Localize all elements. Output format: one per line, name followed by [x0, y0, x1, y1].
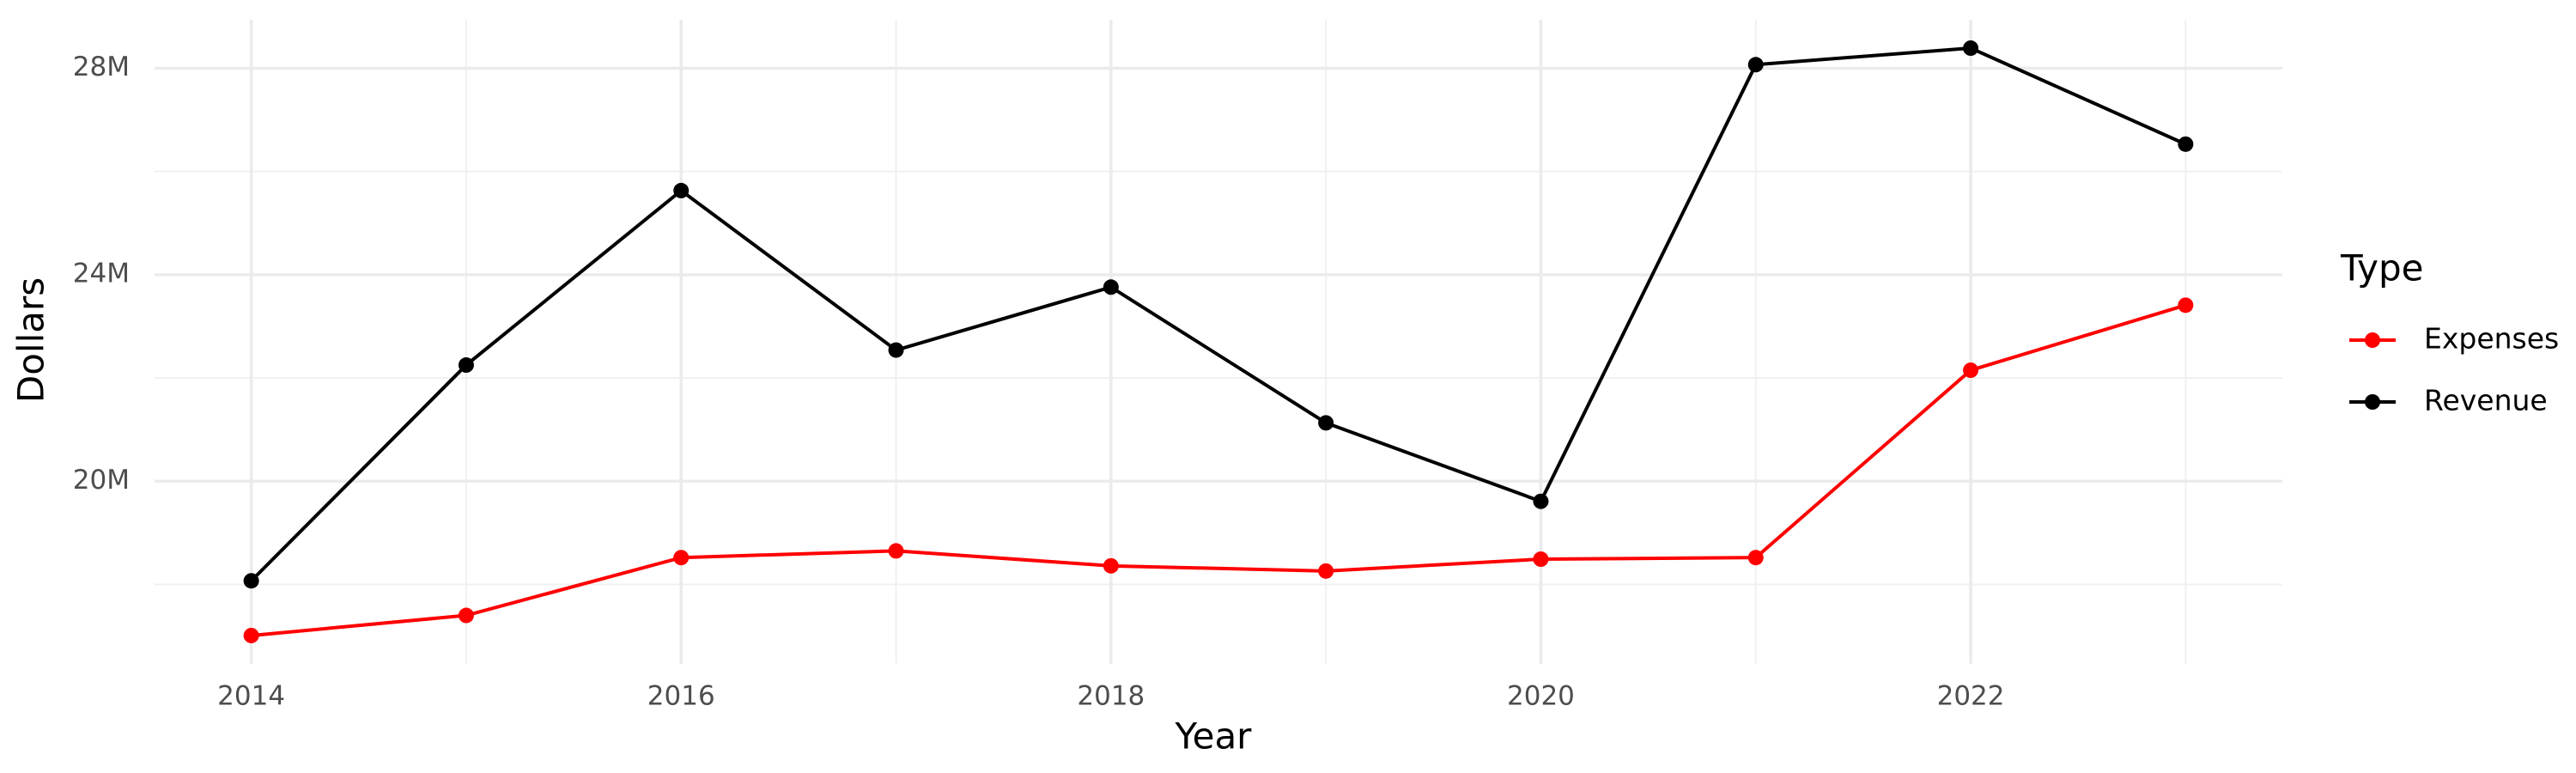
point [673, 550, 690, 566]
point [1963, 362, 1979, 379]
legend-marker [2365, 332, 2380, 348]
point [1318, 415, 1334, 431]
x-tick-label: 2020 [1507, 681, 1575, 712]
point [1747, 550, 1764, 566]
point [1533, 493, 1549, 509]
x-axis-title: Year [1175, 715, 1253, 758]
y-axis-title: Dollars [10, 277, 52, 403]
legend-marker [2365, 394, 2380, 410]
point [888, 342, 904, 358]
x-tick-label: 2016 [647, 681, 715, 712]
point [2178, 297, 2194, 313]
point [243, 573, 259, 589]
y-tick-label: 24M [73, 258, 130, 289]
point [1533, 551, 1549, 568]
point [1103, 279, 1119, 295]
x-tick-label: 2018 [1077, 681, 1145, 712]
point [888, 543, 904, 559]
point [1963, 40, 1979, 57]
legend-label: Revenue [2424, 384, 2548, 417]
series-line [251, 303, 2186, 637]
point [1103, 557, 1119, 574]
point [2178, 136, 2194, 152]
series-line [250, 46, 2187, 582]
x-tick-label: 2022 [1937, 681, 2005, 712]
x-tick-label: 2014 [217, 681, 285, 712]
point [458, 357, 474, 374]
point [243, 627, 259, 643]
point [1747, 57, 1764, 73]
y-tick-label: 20M [73, 465, 130, 496]
y-tick-label: 28M [73, 52, 130, 82]
point [673, 182, 690, 198]
point [1318, 563, 1334, 579]
point [458, 607, 474, 624]
legend-title: Type [2340, 247, 2423, 289]
legend-label: Expenses [2424, 322, 2559, 356]
